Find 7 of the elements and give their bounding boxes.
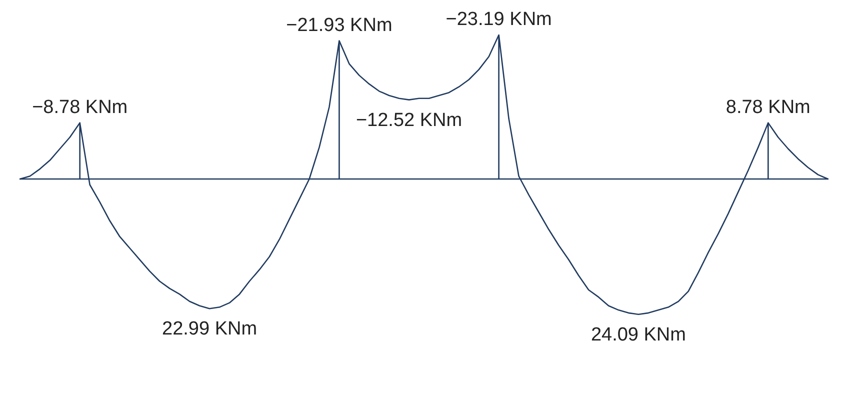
text: −23.19 KNm (446, 9, 552, 30)
annotation: −8.78 KNm (32, 96, 128, 118)
annotation: −12.52 KNm (356, 110, 462, 131)
annotation: −21.93 KNm (286, 14, 392, 36)
text: 22.99 KNm (162, 318, 258, 340)
annotation: 8.78 KNm (726, 96, 810, 118)
text: 24.09 KNm (590, 324, 686, 346)
